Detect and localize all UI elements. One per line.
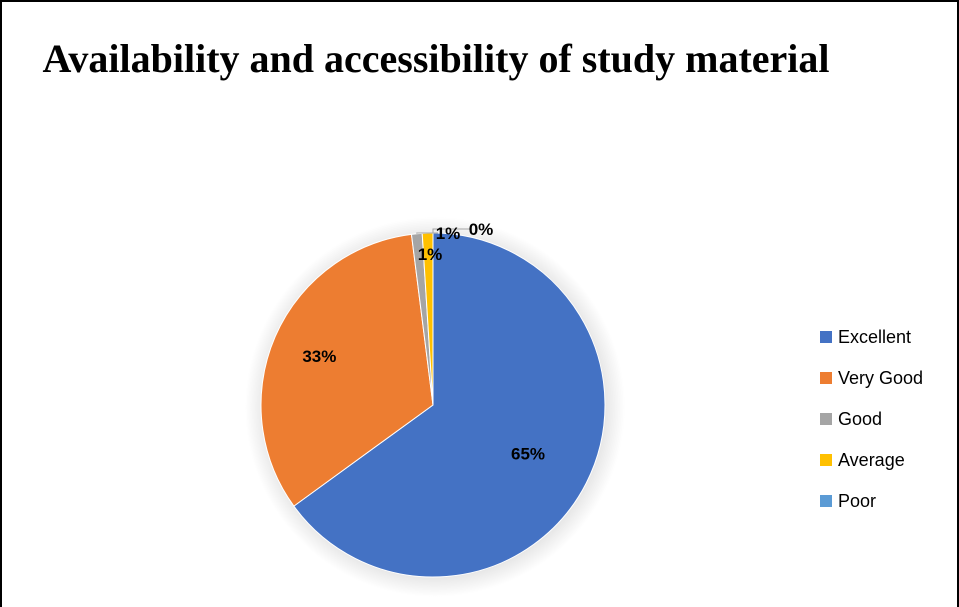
pie-slice-very-good (260, 233, 434, 507)
legend: Excellent Very Good Good Average Poor (820, 327, 923, 511)
legend-item-very-good: Very Good (820, 368, 923, 388)
data-label-very-good: 33% (302, 347, 336, 366)
chart-title: Availability and accessibility of study … (42, 36, 830, 81)
data-label-good: 1% (436, 224, 461, 243)
legend-swatch-average (820, 454, 832, 466)
legend-item-good: Good (820, 409, 882, 429)
leader-line-good (416, 232, 438, 234)
leader-line-poor (432, 228, 471, 233)
legend-swatch-very-good (820, 372, 832, 384)
pie-slices (260, 232, 606, 578)
leader-lines (416, 228, 471, 234)
data-labels: 65% 33% 1% 1% 0% (302, 220, 545, 463)
legend-item-excellent: Excellent (820, 327, 911, 347)
legend-label-very-good: Very Good (838, 368, 923, 388)
data-label-excellent: 65% (511, 444, 545, 463)
pie-slice-excellent (293, 232, 606, 578)
legend-swatch-excellent (820, 331, 832, 343)
legend-label-poor: Poor (838, 491, 876, 511)
legend-label-average: Average (838, 450, 905, 470)
legend-label-excellent: Excellent (838, 327, 911, 347)
data-label-average: 1% (418, 245, 443, 264)
legend-item-average: Average (820, 450, 905, 470)
legend-label-good: Good (838, 409, 882, 429)
legend-swatch-good (820, 413, 832, 425)
legend-item-poor: Poor (820, 491, 876, 511)
data-label-poor: 0% (469, 220, 494, 239)
legend-swatch-poor (820, 495, 832, 507)
